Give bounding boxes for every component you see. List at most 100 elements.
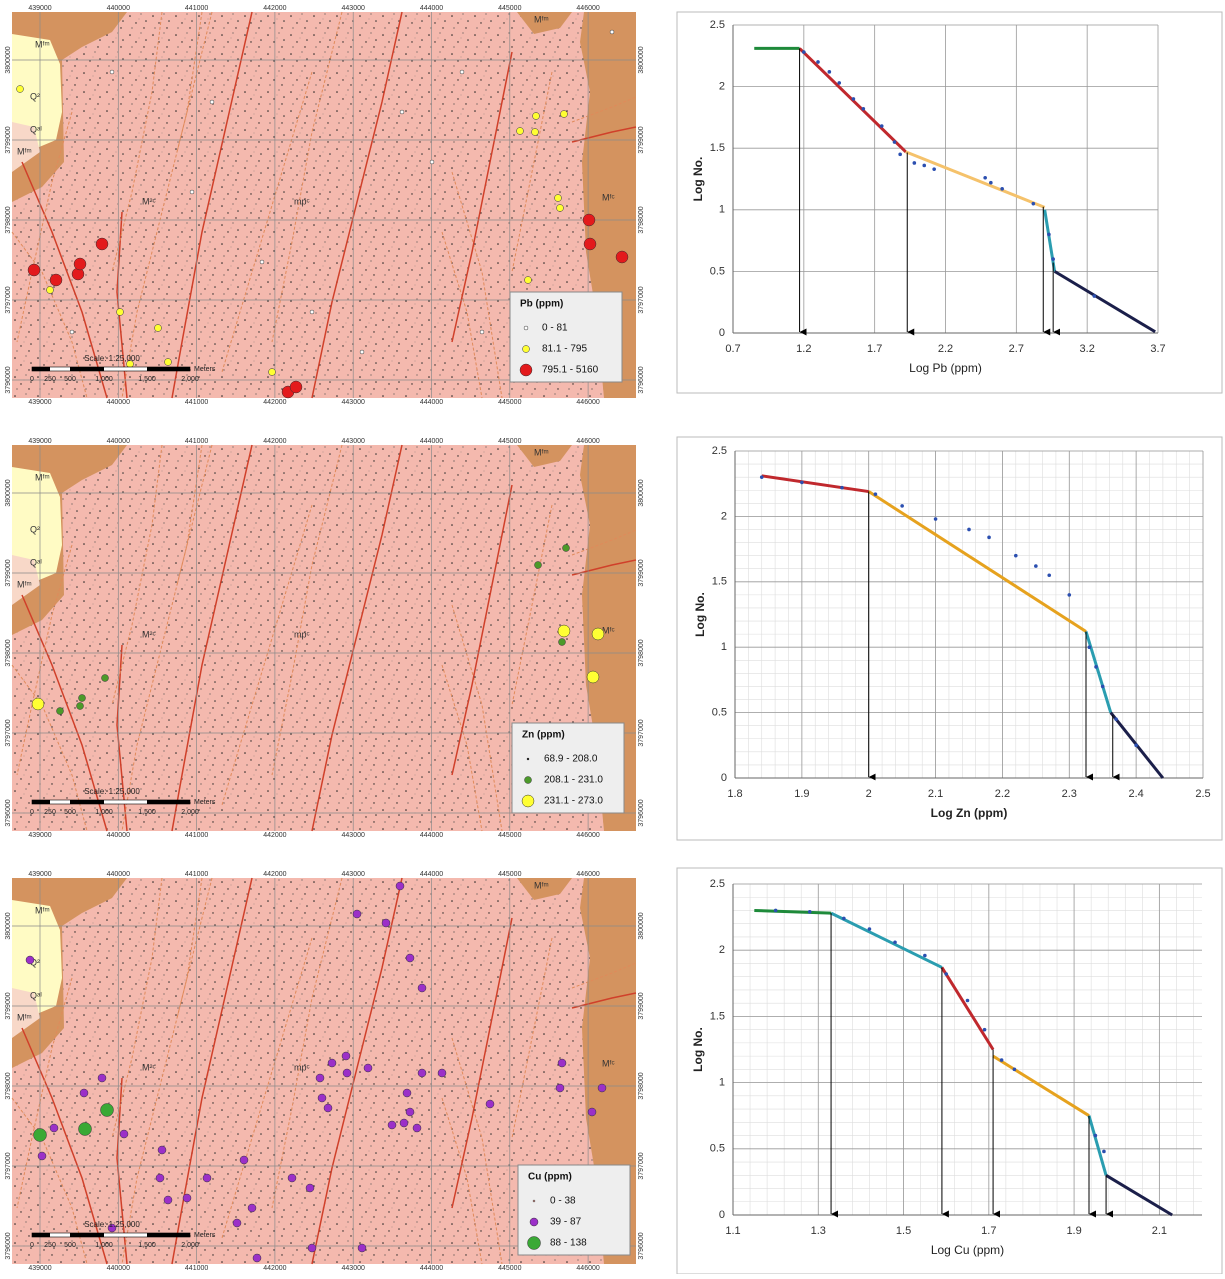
scale-bar-segment xyxy=(147,1233,190,1237)
northing-label: 3798000 xyxy=(5,206,12,233)
fault xyxy=(571,96,637,123)
data-point xyxy=(1000,187,1004,191)
data-point xyxy=(807,910,812,914)
fault xyxy=(176,877,213,1019)
scale-bar-segment xyxy=(32,367,50,371)
sample-point xyxy=(155,1173,165,1183)
sample-point xyxy=(100,1103,114,1117)
sample-point xyxy=(485,1099,495,1109)
fault xyxy=(571,529,637,556)
sample-point xyxy=(107,1223,117,1233)
x-axis-title: Log Pb (ppm) xyxy=(909,361,982,375)
northing-label: 3796000 xyxy=(638,799,645,826)
line-segment xyxy=(905,150,1046,209)
scale-label: 0 xyxy=(30,376,34,383)
sample-point xyxy=(562,544,570,552)
data-point xyxy=(816,60,820,64)
easting-label: 441000 xyxy=(185,399,208,406)
easting-label: 445000 xyxy=(498,1265,521,1272)
scale-label: 1,000 xyxy=(95,376,113,383)
scale-bar-segment xyxy=(147,367,190,371)
northing-label: 3799000 xyxy=(5,559,12,586)
sample-point xyxy=(154,324,162,332)
line-segment xyxy=(761,474,869,494)
easting-label: 443000 xyxy=(342,1265,365,1272)
data-point xyxy=(867,927,872,931)
x-tick-label: 1.8 xyxy=(727,788,742,800)
x-tick-label: 2 xyxy=(866,788,872,800)
scale-label: 0 xyxy=(30,1242,34,1249)
x-tick-label: 2.1 xyxy=(1152,1225,1167,1237)
sample-point xyxy=(558,638,566,646)
legend-title: Zn (ppm) xyxy=(522,730,565,741)
sample-point xyxy=(402,1088,412,1098)
x-tick-label: 1.5 xyxy=(896,1225,911,1237)
legend-label: 81.1 - 795 xyxy=(542,344,587,355)
sample-point xyxy=(342,1068,352,1078)
geology-label: Q² xyxy=(30,957,40,967)
easting-label: 445000 xyxy=(498,832,521,839)
x-tick-label: 2.4 xyxy=(1128,788,1143,800)
northing-label: 3797000 xyxy=(5,286,12,313)
easting-label: 443000 xyxy=(342,832,365,839)
easting-label: 444000 xyxy=(420,832,443,839)
sample-point xyxy=(479,329,485,335)
fault xyxy=(21,161,108,399)
geology-label: M²ᶜ xyxy=(142,196,156,206)
sample-point xyxy=(387,1120,397,1130)
formation xyxy=(517,445,572,467)
sample-point xyxy=(209,99,215,105)
sample-point xyxy=(399,1118,409,1128)
data-point xyxy=(999,1058,1004,1062)
fault xyxy=(16,977,73,1209)
geology-label: Mᶠᶜ xyxy=(602,625,615,635)
easting-label: 441000 xyxy=(185,1265,208,1272)
y-tick-label: 2 xyxy=(719,944,725,956)
y-tick-label: 2.5 xyxy=(710,878,725,890)
line-segment xyxy=(1084,631,1113,714)
easting-label: 445000 xyxy=(498,438,521,445)
sample-point xyxy=(315,1073,325,1083)
sample-point xyxy=(33,1128,47,1142)
geology-label: Mᶠᵐ xyxy=(17,146,32,156)
data-point xyxy=(1134,743,1138,748)
sample-point xyxy=(363,1063,373,1073)
fault xyxy=(121,444,203,832)
fault xyxy=(171,11,253,399)
geology-label: Q² xyxy=(30,524,40,534)
x-axis-title: Log Zn (ppm) xyxy=(931,806,1008,820)
scale-bar-segment xyxy=(32,1233,50,1237)
easting-label: 442000 xyxy=(263,438,286,445)
line-segment xyxy=(1053,270,1156,334)
legend-symbol xyxy=(522,345,530,353)
legend-symbol xyxy=(529,1217,539,1227)
sample-point xyxy=(305,1183,315,1193)
easting-label: 445000 xyxy=(498,871,521,878)
formation xyxy=(12,555,40,605)
northing-label: 3798000 xyxy=(638,206,645,233)
northing-label: 3797000 xyxy=(5,1152,12,1179)
sample-point xyxy=(189,189,195,195)
northing-label: 3799000 xyxy=(5,126,12,153)
easting-label: 443000 xyxy=(342,871,365,878)
scale-label: 2,000 xyxy=(181,809,199,816)
northing-label: 3796000 xyxy=(5,799,12,826)
easting-label: 440000 xyxy=(107,438,130,445)
y-tick-label: 1 xyxy=(721,641,727,653)
x-tick-label: 2.7 xyxy=(1009,343,1024,355)
sample-point xyxy=(259,259,265,265)
x-tick-label: 1.2 xyxy=(796,343,811,355)
legend-symbol xyxy=(523,325,529,331)
sample-point xyxy=(95,237,109,251)
map: 439000 439000 440000 440000 441000 441000 4420… xyxy=(5,5,645,406)
scale-unit: Meters xyxy=(194,799,216,806)
sample-point xyxy=(341,1051,351,1061)
data-point xyxy=(965,998,970,1003)
sample-point xyxy=(586,670,600,684)
sample-point xyxy=(76,702,84,710)
fault xyxy=(176,11,213,153)
sample-point xyxy=(157,1145,167,1155)
sample-point xyxy=(247,1203,257,1213)
scale-title: Scale: 1:25,000 xyxy=(84,1220,140,1229)
sample-point xyxy=(534,561,542,569)
